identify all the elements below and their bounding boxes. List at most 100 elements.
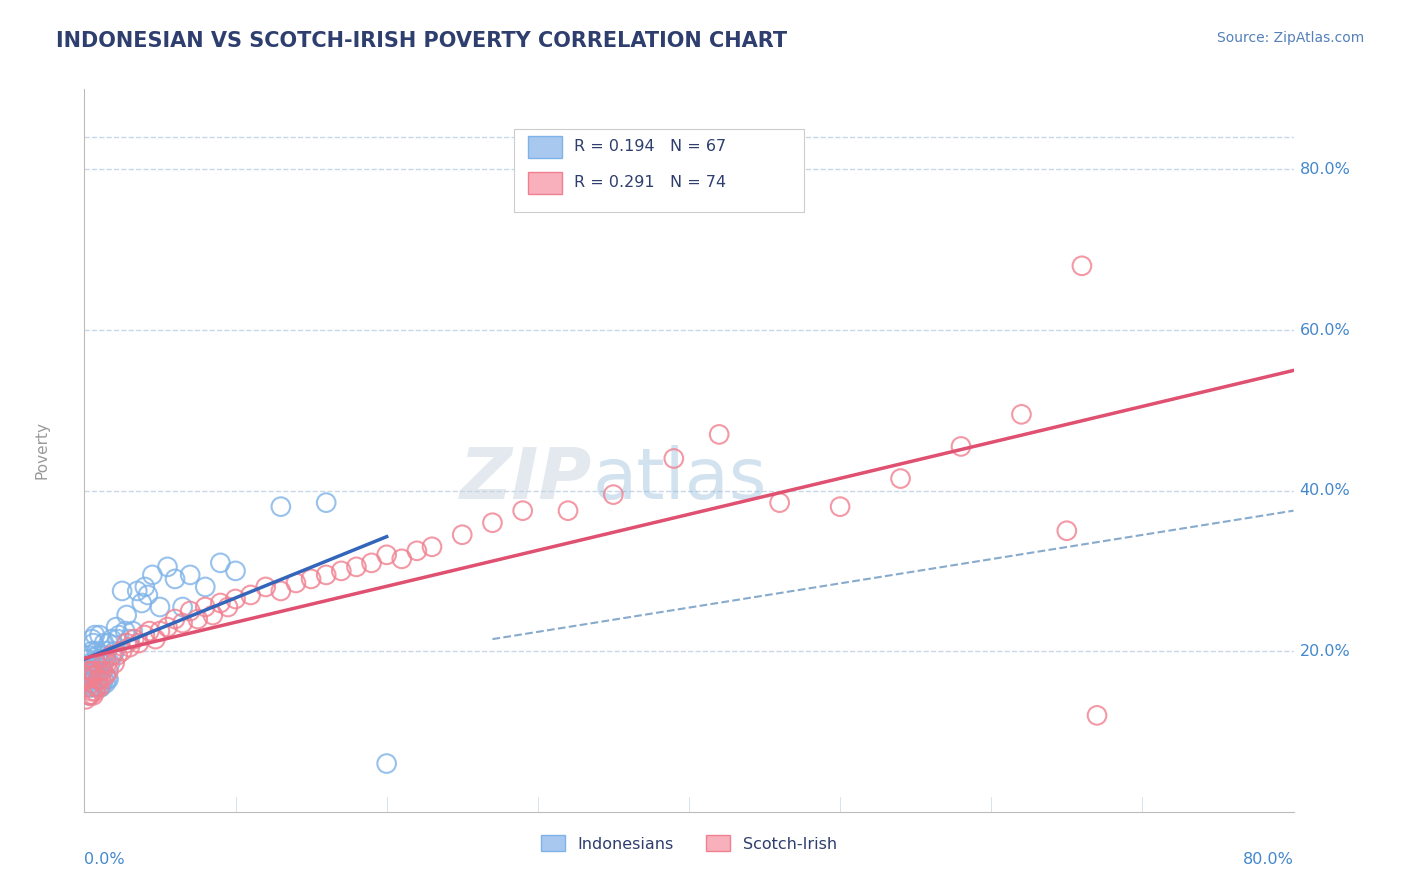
Point	[89, 680, 111, 694]
Point	[76, 680, 98, 694]
Point	[98, 657, 121, 671]
Point	[145, 632, 167, 646]
Point	[96, 644, 118, 658]
Text: ZIP: ZIP	[460, 445, 592, 514]
Point	[79, 680, 101, 694]
Point	[79, 657, 101, 671]
Point	[86, 680, 108, 694]
Point	[172, 615, 194, 630]
Point	[107, 648, 129, 662]
Point	[87, 648, 110, 662]
Point	[131, 596, 153, 610]
Point	[115, 636, 138, 650]
Point	[346, 560, 368, 574]
Point	[86, 664, 108, 679]
Point	[299, 572, 322, 586]
Text: Source: ZipAtlas.com: Source: ZipAtlas.com	[1216, 31, 1364, 45]
Point	[90, 660, 112, 674]
Point	[100, 632, 122, 646]
Point	[77, 664, 100, 679]
Point	[118, 640, 141, 655]
Text: 40.0%: 40.0%	[1299, 483, 1350, 498]
Point	[111, 644, 134, 658]
Point	[82, 689, 104, 703]
Point	[111, 583, 134, 598]
Point	[87, 673, 110, 687]
Point	[82, 664, 104, 679]
Text: atlas: atlas	[592, 445, 766, 514]
Point	[89, 664, 111, 679]
Point	[149, 624, 172, 639]
Point	[270, 500, 292, 514]
Point	[79, 689, 101, 703]
Point	[1085, 708, 1108, 723]
Point	[94, 676, 117, 690]
Point	[86, 680, 108, 694]
Text: 80.0%: 80.0%	[1299, 162, 1350, 177]
Point	[105, 620, 128, 634]
Point	[194, 599, 217, 614]
Point	[77, 648, 100, 662]
Point	[709, 427, 731, 442]
Point	[512, 503, 534, 517]
Point	[375, 548, 398, 562]
Text: 80.0%: 80.0%	[1243, 852, 1294, 867]
Point	[769, 495, 792, 509]
Point	[830, 500, 852, 514]
Text: R = 0.291   N = 74: R = 0.291 N = 74	[574, 175, 725, 190]
Point	[90, 673, 112, 687]
Point	[557, 503, 579, 517]
Point	[1011, 407, 1033, 421]
Point	[315, 568, 337, 582]
Point	[84, 673, 107, 687]
Point	[108, 628, 131, 642]
Text: 60.0%: 60.0%	[1299, 323, 1350, 337]
Point	[89, 664, 111, 679]
Point	[156, 560, 179, 574]
Point	[93, 673, 115, 687]
Point	[97, 673, 120, 687]
Point	[1071, 259, 1094, 273]
Text: R = 0.194   N = 67: R = 0.194 N = 67	[574, 139, 725, 153]
Point	[76, 652, 98, 666]
Text: INDONESIAN VS SCOTCH-IRISH POVERTY CORRELATION CHART: INDONESIAN VS SCOTCH-IRISH POVERTY CORRE…	[56, 31, 787, 51]
Bar	[529, 172, 562, 194]
Point	[80, 644, 103, 658]
Point	[194, 580, 217, 594]
Point	[201, 608, 224, 623]
Point	[149, 599, 172, 614]
Point	[75, 692, 97, 706]
Point	[360, 556, 382, 570]
Point	[270, 583, 292, 598]
Point	[114, 624, 136, 639]
Point	[80, 676, 103, 690]
Point	[96, 673, 118, 687]
Point	[94, 668, 117, 682]
Point	[602, 487, 624, 501]
Point	[101, 648, 124, 662]
Point	[165, 572, 187, 586]
Point	[122, 632, 145, 646]
Point	[84, 628, 107, 642]
Point	[87, 673, 110, 687]
Point	[77, 689, 100, 703]
Point	[118, 632, 141, 646]
Point	[451, 527, 474, 541]
Point	[156, 620, 179, 634]
Point	[76, 673, 98, 687]
Bar	[529, 136, 562, 158]
Point	[121, 624, 143, 639]
Point	[77, 673, 100, 687]
Point	[82, 636, 104, 650]
Point	[91, 648, 114, 662]
Point	[115, 608, 138, 623]
Point	[80, 664, 103, 679]
Point	[86, 657, 108, 671]
Point	[187, 612, 209, 626]
Point	[104, 657, 127, 671]
Point	[89, 680, 111, 694]
Point	[890, 471, 912, 485]
Point	[89, 652, 111, 666]
Point	[179, 568, 201, 582]
Point	[127, 583, 149, 598]
